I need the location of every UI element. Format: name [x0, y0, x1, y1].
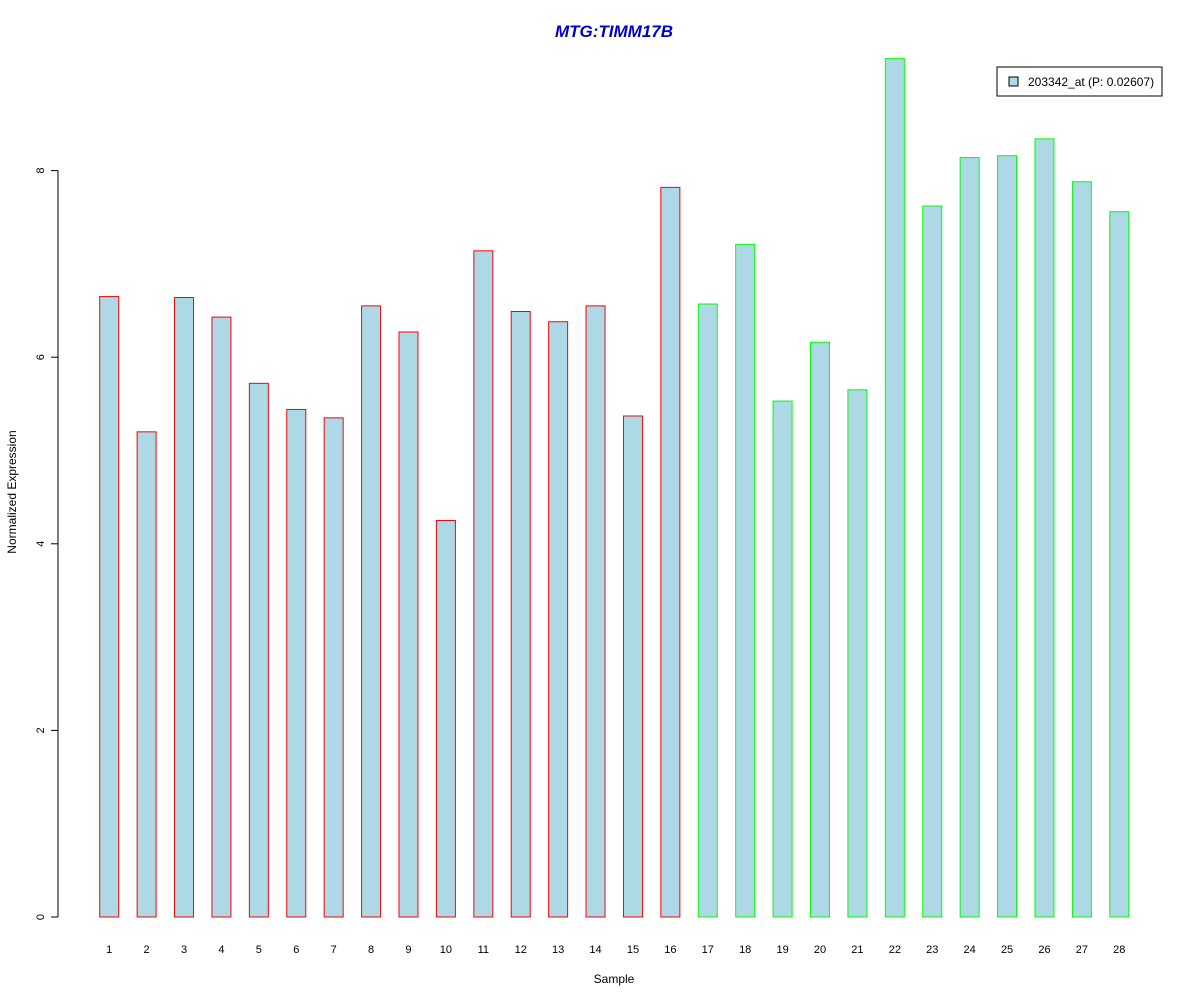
- y-tick-label: 4: [35, 541, 47, 547]
- legend: 203342_at (P: 0.02607): [996, 66, 1163, 97]
- bar: [286, 408, 307, 918]
- x-tick-label: 5: [256, 944, 262, 956]
- bar: [622, 415, 643, 918]
- x-tick-label: 21: [851, 944, 863, 956]
- y-axis: 0 2 4 6 8: [35, 168, 59, 920]
- x-tick-label: 1: [106, 944, 112, 956]
- y-tick-label: 6: [35, 354, 47, 360]
- bar: [922, 205, 943, 918]
- bar: [735, 243, 756, 918]
- bar: [323, 417, 344, 918]
- bar: [361, 305, 382, 918]
- x-tick-label: 26: [1038, 944, 1050, 956]
- chart-title: MTG:TIMM17B: [555, 22, 673, 41]
- bar: [1071, 181, 1092, 918]
- y-tick-label: 2: [35, 727, 47, 733]
- x-tick-label: 23: [926, 944, 938, 956]
- x-axis-label: Sample: [594, 972, 635, 986]
- bar: [810, 341, 831, 918]
- x-tick-label: 14: [589, 944, 601, 956]
- bar: [997, 155, 1018, 918]
- bar: [211, 316, 232, 918]
- x-tick-label: 10: [440, 944, 452, 956]
- bars: [99, 58, 1130, 918]
- bar: [1109, 211, 1130, 918]
- x-tick-label: 15: [627, 944, 639, 956]
- x-tick-label: 17: [702, 944, 714, 956]
- bar: [473, 250, 494, 918]
- x-tick-labels: 1 2 3 4 5 6 7 8 9 10 11 12 13 14 15 16 17 18 19 20 21 22 23 24 2…: [106, 944, 1125, 956]
- x-tick-label: 19: [776, 944, 788, 956]
- bar: [510, 310, 531, 918]
- bar: [398, 331, 419, 918]
- x-tick-label: 8: [368, 944, 374, 956]
- bar: [99, 296, 120, 918]
- x-tick-label: 25: [1001, 944, 1013, 956]
- bar: [772, 400, 793, 918]
- bar: [136, 431, 157, 918]
- x-tick-label: 6: [293, 944, 299, 956]
- x-tick-label: 28: [1113, 944, 1125, 956]
- x-tick-label: 16: [664, 944, 676, 956]
- x-tick-label: 11: [478, 944, 489, 956]
- bar: [697, 303, 718, 918]
- x-tick-label: 18: [739, 944, 751, 956]
- bar: [548, 321, 569, 918]
- y-tick-label: 0: [35, 914, 47, 920]
- bar: [1034, 138, 1055, 918]
- bar: [884, 58, 905, 918]
- x-tick-label: 24: [964, 944, 976, 956]
- bar: [660, 186, 681, 918]
- legend-swatch: [1008, 76, 1019, 87]
- x-tick-label: 7: [331, 944, 337, 956]
- bar: [585, 305, 606, 918]
- bar: [435, 519, 456, 918]
- legend-box: [996, 66, 1163, 97]
- x-tick-label: 13: [552, 944, 564, 956]
- x-tick-label: 4: [218, 944, 224, 956]
- x-tick-label: 27: [1076, 944, 1088, 956]
- bar: [174, 296, 195, 918]
- y-axis-label: Normalized Expression: [5, 430, 19, 553]
- y-tick-label: 8: [35, 168, 47, 174]
- bar: [847, 389, 868, 918]
- legend-label: 203342_at (P: 0.02607): [1028, 75, 1154, 89]
- x-tick-label: 12: [515, 944, 527, 956]
- bar: [248, 382, 269, 918]
- x-tick-label: 9: [405, 944, 411, 956]
- bar: [959, 157, 980, 918]
- x-tick-label: 22: [889, 944, 901, 956]
- x-tick-label: 3: [181, 944, 187, 956]
- x-tick-label: 2: [144, 944, 150, 956]
- x-tick-label: 20: [814, 944, 826, 956]
